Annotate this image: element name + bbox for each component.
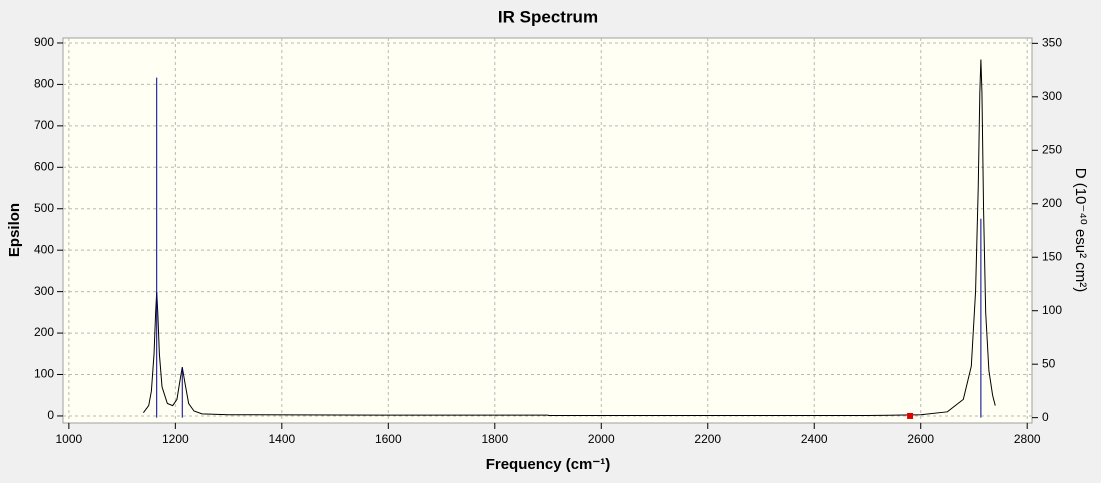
plot-area	[62, 37, 1033, 424]
x-tick-label: 2600	[907, 432, 934, 446]
y-tick-label: 200	[34, 325, 54, 339]
y-tick-label: 400	[34, 242, 54, 256]
x-tick-label: 2000	[588, 432, 615, 446]
y2-tick-label: 0	[1042, 410, 1049, 424]
x-tick-label: 2800	[1014, 432, 1041, 446]
y-tick-label: 900	[34, 35, 54, 49]
marker	[907, 412, 914, 419]
x-tick-label: 1200	[162, 432, 189, 446]
y-axis-label: Epsilon	[6, 203, 23, 257]
y-tick-label: 100	[34, 367, 54, 381]
x-axis-label: Frequency (cm⁻¹)	[486, 456, 611, 473]
y2-tick-label: 350	[1042, 36, 1062, 50]
x-tick-label: 2200	[694, 432, 721, 446]
y2-tick-label: 100	[1042, 303, 1062, 317]
x-tick-label: 2400	[801, 432, 828, 446]
y-tick-label: 500	[34, 201, 54, 215]
x-tick-label: 1800	[481, 432, 508, 446]
y2-tick-label: 150	[1042, 249, 1062, 263]
x-tick-label: 1600	[375, 432, 402, 446]
y2-tick-label: 200	[1042, 196, 1062, 210]
y-tick-label: 600	[34, 159, 54, 173]
y-tick-label: 300	[34, 284, 54, 298]
y-tick-label: 700	[34, 118, 54, 132]
x-tick-label: 1000	[56, 432, 83, 446]
x-tick-label: 1400	[268, 432, 295, 446]
y2-axis-label: D (10⁻⁴⁰ esu² cm²)	[1072, 168, 1089, 293]
y2-tick-label: 50	[1042, 356, 1056, 370]
y-tick-label: 0	[47, 408, 54, 422]
spectrum-line	[142, 59, 996, 417]
y2-tick-label: 300	[1042, 89, 1062, 103]
y-tick-label: 800	[34, 77, 54, 91]
chart-title: IR Spectrum	[498, 7, 598, 26]
y2-tick-label: 250	[1042, 142, 1062, 156]
